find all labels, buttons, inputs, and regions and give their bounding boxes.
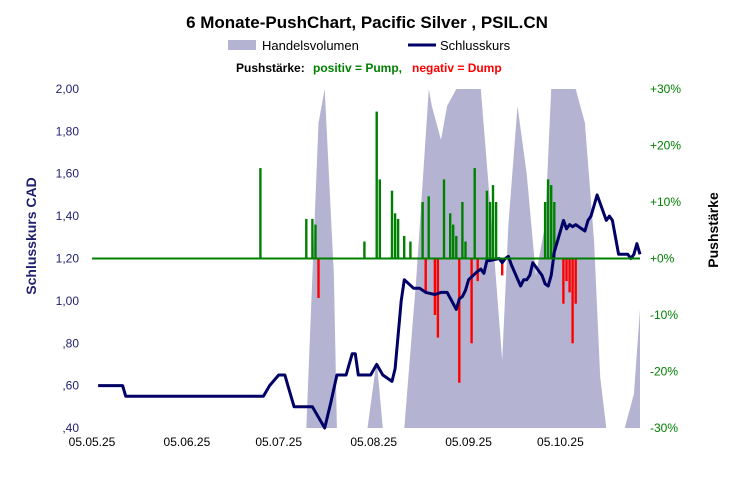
push-bar — [501, 258, 504, 276]
x-tick-label: 05.08.25 — [350, 435, 397, 449]
push-bar — [491, 185, 495, 259]
x-tick-label: 05.09.25 — [445, 435, 492, 449]
x-tick-label: 05.10.25 — [537, 435, 584, 449]
left-tick-label: 2,00 — [56, 82, 80, 96]
push-bar — [311, 218, 314, 259]
push-bar — [571, 258, 574, 344]
push-bar — [427, 196, 430, 259]
push-bar — [488, 202, 492, 259]
left-tick-label: 1,20 — [56, 252, 80, 266]
right-tick-label: -20% — [650, 365, 678, 379]
legend-volume-swatch — [228, 40, 256, 50]
push-bar — [464, 241, 467, 259]
right-tick-label: +30% — [650, 82, 681, 96]
left-tick-label: ,40 — [62, 421, 79, 435]
left-tick-label: 1,60 — [56, 167, 80, 181]
x-tick-label: 05.05.25 — [69, 435, 116, 449]
push-bar — [314, 224, 317, 259]
push-bar — [543, 202, 547, 259]
left-tick-label: 1,40 — [56, 209, 80, 223]
subtitle-positive: positiv = Pump, — [313, 61, 402, 75]
push-bar — [455, 235, 458, 259]
x-tick-label: 05.07.25 — [255, 435, 302, 449]
push-bar — [363, 241, 366, 259]
push-bar — [375, 111, 378, 259]
push-bar — [424, 258, 427, 293]
push-bar — [436, 258, 440, 338]
legend: Handelsvolumen Schlusskurs — [228, 38, 511, 53]
axes-layer: 2,00 1,80 1,60 1,40 1,20 1,00 ,80 ,60 ,40 +30% +20… — [56, 82, 682, 449]
push-bar — [565, 258, 568, 282]
left-axis-title: Schlusskurs CAD — [23, 177, 39, 294]
push-bar — [442, 179, 446, 259]
push-bar — [449, 213, 452, 259]
left-tick-label: 1,80 — [56, 124, 80, 138]
close-line — [98, 193, 642, 430]
right-tick-label: -30% — [650, 421, 678, 435]
x-tick-label: 05.06.25 — [164, 435, 211, 449]
left-tick-label: 1,00 — [56, 294, 80, 308]
push-bar — [390, 190, 394, 259]
close-line-layer — [98, 193, 642, 430]
push-bar — [305, 218, 308, 259]
push-bar — [317, 258, 320, 298]
chart-title: 6 Monate-PushChart, Pacific Silver , PSI… — [186, 13, 548, 32]
legend-close-label: Schlusskurs — [440, 38, 511, 53]
legend-volume-label: Handelsvolumen — [262, 38, 359, 53]
push-bar — [470, 258, 473, 344]
left-tick-label: ,80 — [62, 336, 79, 350]
push-bar — [409, 241, 412, 259]
push-bar — [485, 190, 489, 259]
subtitle-negative: negativ = Dump — [412, 61, 502, 75]
push-bar — [473, 168, 476, 259]
left-tick-label: ,60 — [62, 379, 79, 393]
push-bar — [550, 185, 553, 259]
push-bar — [433, 258, 437, 315]
push-bar — [421, 202, 424, 259]
right-tick-label: +10% — [650, 195, 681, 209]
push-bar — [461, 202, 464, 259]
push-bar — [378, 179, 381, 259]
right-tick-label: +0% — [650, 252, 675, 266]
push-bar — [553, 202, 556, 259]
push-bar — [396, 218, 400, 259]
right-tick-label: -10% — [650, 308, 678, 322]
push-bar — [393, 213, 397, 259]
push-bar — [494, 202, 498, 259]
push-bar — [452, 224, 455, 259]
push-bar — [562, 258, 565, 304]
push-bar — [568, 258, 571, 293]
push-bar — [259, 168, 262, 259]
push-bar — [458, 258, 461, 383]
subtitle-prefix: Pushstärke: — [236, 61, 305, 75]
right-axis-title: Pushstärke — [705, 192, 721, 268]
push-bar — [403, 235, 406, 259]
push-bar — [574, 258, 577, 304]
push-bar — [546, 179, 550, 259]
right-tick-label: +20% — [650, 139, 681, 153]
